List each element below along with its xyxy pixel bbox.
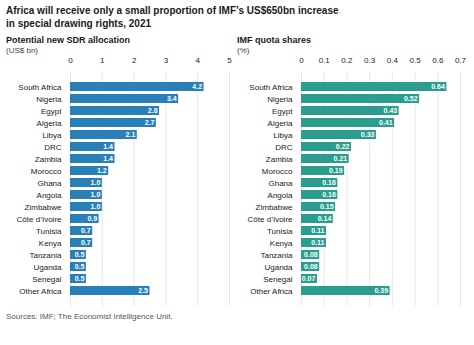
svg-text:Ghana: Ghana	[268, 179, 293, 188]
svg-text:0.43: 0.43	[384, 108, 398, 115]
svg-text:Algeria: Algeria	[268, 119, 293, 128]
svg-text:Other Africa: Other Africa	[250, 287, 293, 296]
svg-text:1.0: 1.0	[91, 204, 101, 211]
svg-text:0.6: 0.6	[432, 56, 444, 65]
svg-text:Zimbabwe: Zimbabwe	[256, 203, 293, 212]
svg-text:0.41: 0.41	[379, 120, 393, 127]
html-text:Africa will receive only a sma: Africa will receive only a small proport…	[6, 5, 339, 29]
svg-text:Nigeria: Nigeria	[36, 95, 62, 104]
svg-text:Tunisia: Tunisia	[267, 227, 293, 236]
svg-text:Uganda: Uganda	[264, 263, 293, 272]
svg-text:DRC: DRC	[44, 143, 62, 152]
svg-text:0.5: 0.5	[75, 264, 85, 271]
svg-text:Morocco: Morocco	[31, 167, 62, 176]
svg-text:0.14: 0.14	[318, 216, 332, 223]
svg-text:0.21: 0.21	[334, 156, 348, 163]
svg-text:0.07: 0.07	[302, 276, 316, 283]
svg-text:South Africa: South Africa	[249, 83, 293, 92]
svg-text:0.2: 0.2	[341, 56, 353, 65]
svg-text:0.08: 0.08	[304, 252, 318, 259]
html-text:IMF quota shares: IMF quota shares	[237, 35, 311, 45]
svg-text:Tanzania: Tanzania	[260, 251, 293, 260]
svg-text:2.8: 2.8	[148, 108, 158, 115]
svg-text:2.5: 2.5	[138, 288, 148, 295]
svg-text:1.0: 1.0	[91, 192, 101, 199]
svg-text:4.2: 4.2	[192, 84, 202, 91]
svg-text:Kenya: Kenya	[270, 239, 293, 248]
svg-text:1.0: 1.0	[91, 180, 101, 187]
svg-text:4: 4	[195, 56, 200, 65]
svg-text:Morocco: Morocco	[262, 167, 293, 176]
html-text:(US$ bn): (US$ bn)	[6, 45, 38, 55]
svg-text:0.9: 0.9	[87, 216, 97, 223]
svg-text:South Africa: South Africa	[18, 83, 62, 92]
svg-text:1: 1	[100, 56, 105, 65]
svg-text:Senegal: Senegal	[263, 275, 293, 284]
svg-text:Kenya: Kenya	[39, 239, 62, 248]
svg-text:Côte d’Ivoire: Côte d’Ivoire	[17, 215, 62, 224]
svg-text:0.5: 0.5	[75, 276, 85, 283]
svg-text:Côte d’Ivoire: Côte d’Ivoire	[248, 215, 293, 224]
svg-text:0.52: 0.52	[404, 96, 418, 103]
svg-text:3: 3	[164, 56, 169, 65]
svg-text:2.1: 2.1	[126, 132, 136, 139]
svg-text:Other Africa: Other Africa	[19, 287, 62, 296]
svg-text:Libya: Libya	[42, 131, 62, 140]
svg-text:Nigeria: Nigeria	[267, 95, 293, 104]
svg-text:0.22: 0.22	[336, 144, 350, 151]
svg-text:Algeria: Algeria	[37, 119, 62, 128]
svg-text:Egypt: Egypt	[272, 107, 293, 116]
svg-text:Zambia: Zambia	[266, 155, 293, 164]
svg-text:Senegal: Senegal	[32, 275, 62, 284]
svg-text:DRC: DRC	[275, 143, 293, 152]
svg-text:Angola: Angola	[37, 191, 62, 200]
svg-text:0.64: 0.64	[431, 84, 445, 91]
svg-text:Egypt: Egypt	[41, 107, 62, 116]
svg-text:0.4: 0.4	[387, 56, 399, 65]
svg-text:Tunisia: Tunisia	[36, 227, 62, 236]
svg-text:1.2: 1.2	[97, 168, 107, 175]
svg-text:Zimbabwe: Zimbabwe	[25, 203, 62, 212]
svg-text:0.39: 0.39	[374, 288, 388, 295]
svg-text:0: 0	[68, 56, 73, 65]
svg-text:Libya: Libya	[273, 131, 293, 140]
svg-text:Angola: Angola	[268, 191, 293, 200]
svg-text:0.15: 0.15	[320, 204, 334, 211]
svg-text:Ghana: Ghana	[37, 179, 62, 188]
svg-text:0.11: 0.11	[311, 240, 324, 247]
svg-text:2: 2	[132, 56, 137, 65]
svg-text:5: 5	[227, 56, 232, 65]
html-text:Potential new SDR allocation: Potential new SDR allocation	[6, 35, 130, 45]
svg-text:0: 0	[299, 56, 304, 65]
svg-text:0.33: 0.33	[361, 132, 375, 139]
svg-text:0.16: 0.16	[322, 192, 336, 199]
svg-text:0.7: 0.7	[81, 240, 91, 247]
svg-text:3.4: 3.4	[167, 96, 177, 103]
svg-text:0.3: 0.3	[364, 56, 376, 65]
svg-text:0.5: 0.5	[410, 56, 422, 65]
svg-text:0.08: 0.08	[304, 264, 318, 271]
svg-text:2.7: 2.7	[145, 120, 155, 127]
svg-text:0.5: 0.5	[75, 252, 85, 259]
svg-text:1.4: 1.4	[103, 156, 113, 163]
svg-text:0.16: 0.16	[322, 180, 336, 187]
svg-text:0.11: 0.11	[311, 228, 324, 235]
svg-text:0.19: 0.19	[329, 168, 343, 175]
svg-text:Zambia: Zambia	[35, 155, 62, 164]
svg-text:0.1: 0.1	[319, 56, 331, 65]
svg-text:1.4: 1.4	[103, 144, 113, 151]
svg-text:0.7: 0.7	[81, 228, 91, 235]
svg-text:Uganda: Uganda	[33, 263, 62, 272]
svg-text:Tanzania: Tanzania	[29, 251, 62, 260]
html-text:Sources: IMF; The Economist In: Sources: IMF; The Economist Intelligence…	[6, 312, 173, 322]
svg-text:0.7: 0.7	[455, 56, 467, 65]
